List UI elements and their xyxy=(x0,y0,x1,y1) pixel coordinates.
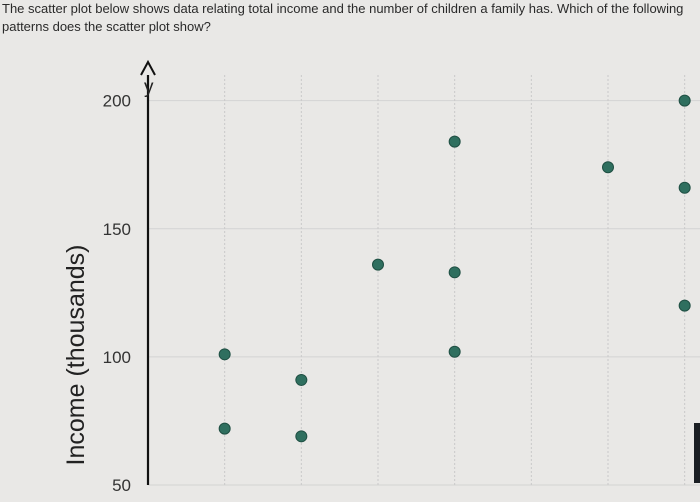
data-point xyxy=(602,161,614,174)
side-panel-tab[interactable] xyxy=(694,423,700,483)
y-axis: y xyxy=(140,59,156,485)
data-point xyxy=(295,430,308,443)
y-tick-label: 150 xyxy=(103,220,131,239)
y-tick-label: 100 xyxy=(103,348,131,367)
data-point xyxy=(218,422,231,435)
y-axis-arrow-icon xyxy=(140,59,156,76)
scatter-chart: y 200 150 100 50 Income (thousands) xyxy=(0,45,700,502)
data-point xyxy=(448,135,461,148)
data-point xyxy=(372,258,384,271)
y-tick-label: 50 xyxy=(112,476,131,495)
data-point xyxy=(295,373,308,386)
data-point xyxy=(448,266,461,279)
y-tick-label: 200 xyxy=(103,92,131,111)
data-point xyxy=(678,94,691,107)
data-points xyxy=(218,94,691,443)
data-point xyxy=(678,181,691,194)
grid xyxy=(148,75,700,486)
y-tick-labels: 200 150 100 50 xyxy=(103,92,131,495)
y-axis-title: Income (thousands) xyxy=(62,245,90,466)
scatter-chart-svg: y 200 150 100 50 Income (thousands) xyxy=(62,59,700,495)
data-point xyxy=(678,299,691,312)
data-point xyxy=(448,345,461,358)
data-point xyxy=(218,348,231,361)
question-text: The scatter plot below shows data relati… xyxy=(2,1,684,34)
y-axis-letter: y xyxy=(144,77,154,98)
